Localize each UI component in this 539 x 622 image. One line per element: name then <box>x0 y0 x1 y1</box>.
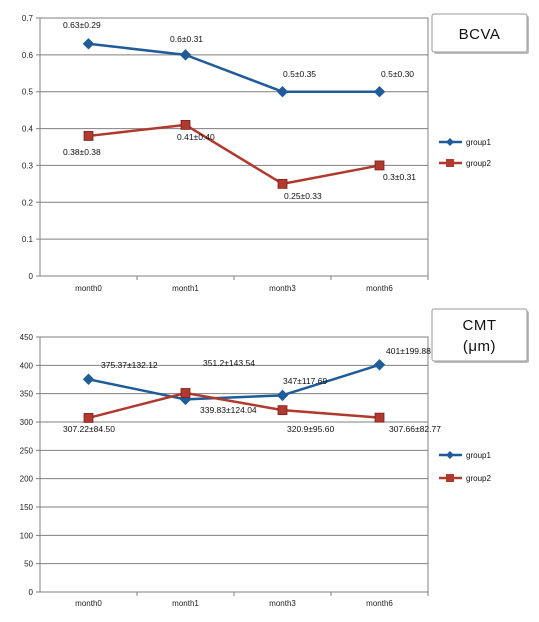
group2-point <box>180 119 191 130</box>
legend-label: group2 <box>466 159 491 168</box>
group1-data-label: 0.6±0.31 <box>170 34 203 44</box>
group1-point <box>82 38 95 50</box>
group1-point <box>179 49 192 61</box>
y-tick-label: 50 <box>24 560 33 569</box>
y-tick-label: 250 <box>20 446 34 455</box>
group1-data-label: 339.83±124.04 <box>200 405 257 415</box>
y-tick-label: 0.4 <box>22 125 34 134</box>
chart-subtitle: (μm) <box>463 338 496 355</box>
chart-title: CMT <box>463 317 497 334</box>
y-tick-label: 350 <box>20 390 34 399</box>
title-badge <box>431 308 528 362</box>
title-badge <box>431 13 528 53</box>
legend-marker <box>446 138 454 146</box>
y-tick-label: 0.3 <box>22 161 34 170</box>
x-tick-label: month6 <box>366 599 393 608</box>
group2-line <box>88 123 380 186</box>
group2-data-label: 320.9±95.60 <box>287 424 334 434</box>
group1-data-label: 375.37±132.12 <box>101 360 158 370</box>
group1-line <box>88 42 380 93</box>
group1-data-label: 0.63±0.29 <box>63 20 101 30</box>
legend-label: group1 <box>466 138 491 147</box>
group1-point <box>276 389 289 402</box>
group2-point <box>83 413 94 423</box>
bcva-chart: 0 0.1 0.2 0.3 0.4 0.5 0.6 0.7 month0 month1 month3… <box>22 13 529 293</box>
y-tick-label: 150 <box>20 503 34 512</box>
group1-data-label: 347±117.69 <box>283 376 327 386</box>
group2-point <box>277 178 288 189</box>
cmt-chart: 0 50 100 150 200 250 300 350 400 450 month0 month1 m… <box>20 308 529 608</box>
group2-point <box>83 131 94 141</box>
legend-label: group1 <box>466 451 491 460</box>
group1-data-label: 0.5±0.35 <box>283 69 316 79</box>
group1-point <box>373 86 386 98</box>
group2-point <box>374 160 385 171</box>
x-tick-label: month3 <box>269 599 296 608</box>
group2-point <box>374 412 385 423</box>
y-tick-label: 200 <box>20 475 34 484</box>
group1-point <box>373 359 386 371</box>
legend-marker <box>446 474 454 482</box>
group1-line <box>88 363 380 401</box>
x-tick-label: month0 <box>75 284 102 293</box>
group1-point <box>276 86 289 98</box>
x-tick-label: month1 <box>172 599 199 608</box>
legend-marker <box>446 451 454 459</box>
x-tick-label: month6 <box>366 284 393 293</box>
group2-data-label: 0.25±0.33 <box>284 191 322 201</box>
group1-data-label: 401±199.88 <box>386 346 431 356</box>
group2-data-label: 0.41±0.40 <box>177 132 215 142</box>
group2-point <box>277 405 288 416</box>
chart-title: BCVA <box>459 26 501 43</box>
y-tick-label: 0.2 <box>22 198 34 207</box>
y-tick-label: 100 <box>20 531 34 540</box>
y-tick-label: 0 <box>29 588 34 597</box>
group2-data-label: 307.66±82.77 <box>389 424 441 434</box>
x-tick-label: month0 <box>75 599 102 608</box>
y-tick-label: 450 <box>20 333 34 342</box>
legend-marker <box>446 159 454 167</box>
group2-data-label: 0.38±0.38 <box>63 147 101 157</box>
group1-point <box>82 373 95 385</box>
group2-line <box>88 391 380 420</box>
plot-area <box>39 336 429 593</box>
y-tick-label: 300 <box>20 418 34 427</box>
legend-label: group2 <box>466 474 491 483</box>
y-tick-label: 0.7 <box>22 14 34 23</box>
group1-data-label: 0.5±0.30 <box>381 69 414 79</box>
group2-data-label: 307.22±84.50 <box>63 424 115 434</box>
x-tick-label: month3 <box>269 284 296 293</box>
y-tick-label: 0.5 <box>22 88 34 97</box>
group2-point <box>180 388 191 398</box>
group2-data-label: 0.3±0.31 <box>383 172 416 182</box>
x-tick-label: month1 <box>172 284 199 293</box>
y-tick-label: 0.6 <box>22 51 34 60</box>
y-tick-label: 400 <box>20 361 34 370</box>
group2-data-label: 351.2±143.54 <box>203 358 255 368</box>
y-tick-label: 0.1 <box>22 235 34 244</box>
y-tick-label: 0 <box>29 272 34 281</box>
